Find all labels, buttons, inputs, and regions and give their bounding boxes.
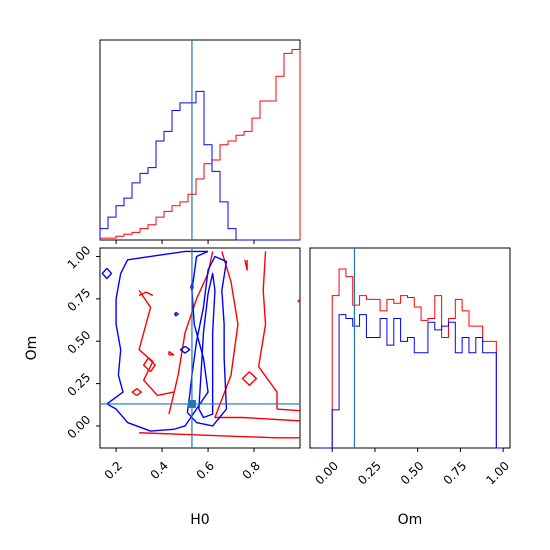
truth-marker [187, 399, 196, 408]
contour-x-tick-label: 0.2 [102, 459, 125, 482]
histogram-om-x-tick-label: 0.00 [312, 459, 341, 488]
contour-y-tick-label: 1.00 [65, 243, 94, 272]
histogram-h0-red [99, 49, 301, 240]
histogram-panel-h0 [99, 39, 301, 244]
contour-line-red [131, 387, 143, 397]
contour-panel-h0-om: 0.2 0.4 0.6 0.8 0.00 0.25 0.50 0.75 1.00 H0 Om [24, 243, 301, 528]
histogram-h0-blue [99, 90, 300, 241]
histogram-panel-om: 0.00 0.25 0.50 0.75 1.00 Om [309, 247, 512, 528]
contour-line-red [142, 357, 156, 373]
contour-line-blue [101, 267, 113, 280]
contour-y-tick-label: 0.00 [65, 413, 94, 442]
contour-y-tick-label: 0.75 [65, 285, 94, 314]
contour-x-tick-label: 0.8 [240, 459, 263, 482]
contour-line-red [138, 289, 174, 397]
histogram-om-x-tick-label: 1.00 [483, 459, 512, 488]
contour-line-red [168, 350, 175, 356]
x-axis-title-om: Om [398, 512, 423, 528]
contour-line-red [257, 251, 300, 412]
contour-line-red [138, 291, 154, 297]
contour-line-red [139, 432, 300, 439]
histogram-om-x-tick-label: 0.25 [355, 459, 384, 488]
contour-x-tick-label: 0.4 [148, 459, 171, 482]
histogram-om-x-tick-label: 0.75 [441, 459, 470, 488]
x-axis-title-h0: H0 [190, 512, 209, 528]
contour-line-blue [186, 255, 228, 427]
contour-line-blue [179, 345, 191, 354]
histogram-om-x-tick-label: 0.50 [398, 459, 427, 488]
contour-line-red [214, 251, 300, 422]
histogram-om-red [318, 268, 504, 449]
contour-line-blue [106, 250, 209, 405]
contour-line-blue [198, 272, 216, 419]
histogram-om-blue [318, 314, 504, 449]
histogram-h0-frame [99, 39, 301, 241]
contour-x-tick-label: 0.6 [194, 459, 217, 482]
contour-y-tick-label: 0.50 [65, 328, 94, 357]
contour-y-tick-label: 0.25 [65, 370, 94, 399]
contour-line-blue [174, 311, 179, 317]
contour-line-red [297, 298, 300, 303]
histogram-om-frame [309, 247, 511, 449]
y-axis-title-om: Om [24, 336, 40, 361]
contour-line-red [241, 371, 258, 386]
contour-line-red [244, 259, 248, 271]
